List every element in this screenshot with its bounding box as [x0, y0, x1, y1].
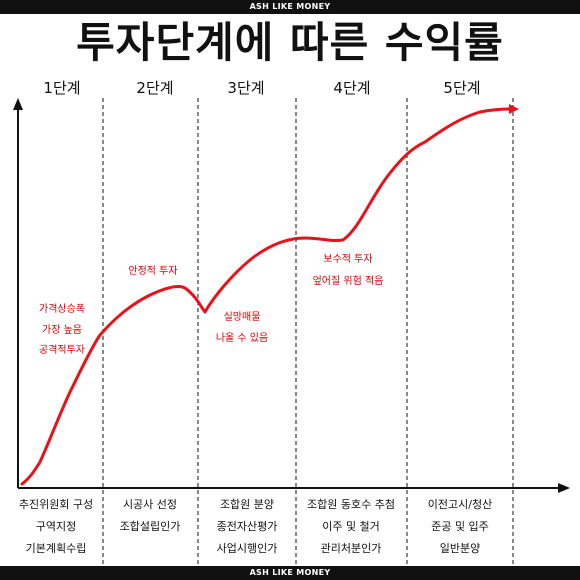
stage5-step-2: 준공 및 입주 — [431, 520, 489, 533]
stage3-step-3: 사업시행인가 — [217, 542, 278, 555]
stage5-step-3: 일반분양 — [440, 541, 480, 555]
stage5-step-1: 이전고시/청산 — [428, 498, 492, 511]
bottom-banner: ASH LIKE MONEY — [0, 566, 580, 580]
stage-label-4: 4단계 — [333, 79, 370, 97]
annotation-stage3-line1: 실망매물 — [224, 311, 261, 323]
annotation-stage3-line2: 나올 수 있음 — [216, 332, 268, 344]
annotation-stage1-line1: 가격상승폭 — [39, 302, 85, 315]
y-axis-arrow-icon — [13, 98, 23, 110]
page-title: 투자단계에 따른 수익률 — [76, 18, 504, 67]
stage3-step-2: 종전자산평가 — [217, 520, 278, 533]
stage2-step-1: 시공사 선정 — [123, 498, 177, 511]
stage2-step-2: 조합설립인가 — [120, 520, 181, 533]
stage-label-3: 3단계 — [227, 79, 264, 97]
stage4-step-3: 관리처분인가 — [321, 542, 382, 555]
stage1-step-1: 추진위원회 구성 — [19, 498, 93, 511]
annotation-stage1-line3: 공격적투자 — [39, 343, 85, 356]
stage-label-5: 5단계 — [443, 79, 480, 97]
annotation-stage2-line1: 안정적 투자 — [128, 265, 177, 277]
annotation-stage4-line2: 엎어질 위험 적음 — [313, 274, 384, 287]
stage4-step-2: 이주 및 철거 — [322, 520, 380, 533]
stage4-step-1: 조합원 동호수 추첨 — [307, 498, 395, 511]
x-axis-arrow-icon — [558, 483, 570, 493]
stage1-step-2: 구역지정 — [36, 520, 76, 533]
curve-arrow-icon — [509, 104, 519, 114]
return-curve — [20, 107, 514, 486]
stage3-step-1: 조합원 분양 — [220, 498, 274, 511]
stage-label-2: 2단계 — [136, 79, 173, 97]
annotation-stage1-line2: 가장 높음 — [42, 324, 82, 336]
stage-label-1: 1단계 — [43, 79, 80, 97]
stage1-step-3: 기본계획수립 — [26, 542, 87, 555]
top-banner: ASH LIKE MONEY — [0, 0, 580, 14]
annotation-stage4-line1: 보수적 투자 — [323, 253, 372, 265]
